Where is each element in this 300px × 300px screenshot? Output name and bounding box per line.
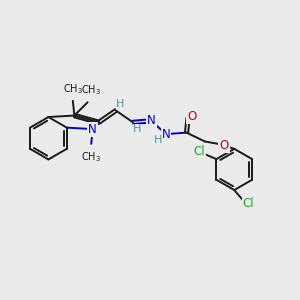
Text: O: O bbox=[187, 110, 196, 123]
Text: CH$_3$: CH$_3$ bbox=[63, 82, 83, 95]
Text: N: N bbox=[147, 114, 156, 127]
Text: Cl: Cl bbox=[193, 145, 205, 158]
Text: CH$_3$: CH$_3$ bbox=[80, 83, 100, 97]
Text: CH$_3$: CH$_3$ bbox=[81, 150, 101, 164]
Text: Cl: Cl bbox=[243, 197, 254, 210]
Text: N: N bbox=[88, 123, 97, 136]
Text: H: H bbox=[154, 135, 162, 145]
Text: H: H bbox=[133, 124, 142, 134]
Text: O: O bbox=[219, 140, 229, 152]
Text: H: H bbox=[116, 99, 124, 109]
Text: N: N bbox=[162, 128, 170, 141]
